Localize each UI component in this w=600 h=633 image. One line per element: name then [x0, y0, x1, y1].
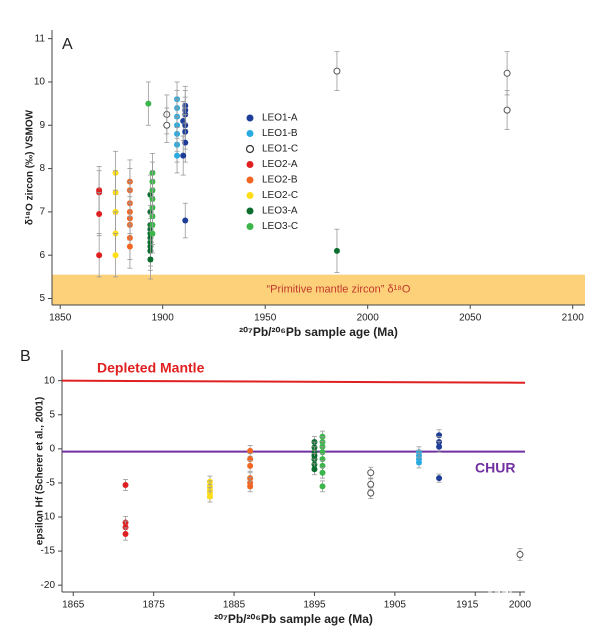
- data-point: [174, 152, 181, 159]
- data-point: [247, 447, 254, 454]
- legend-label: LEO1-A: [262, 113, 298, 124]
- data-point: [311, 466, 318, 473]
- data-point: [247, 483, 254, 490]
- reference-line-label: Depleted Mantle: [97, 359, 205, 375]
- y-tick-label: 5: [39, 293, 45, 304]
- legend-label: LEO2-B: [262, 175, 298, 186]
- legend-marker: [246, 207, 254, 215]
- data-point: [333, 247, 340, 254]
- legend-label: LEO2-C: [262, 190, 298, 201]
- band-label: “Primitive mantle zircon” δ¹⁸O: [266, 284, 410, 296]
- x-tick-label: 2050: [459, 313, 482, 324]
- data-point: [415, 459, 422, 466]
- legend-label: LEO1-C: [262, 144, 298, 155]
- panel-label: A: [62, 36, 73, 53]
- x-tick-label: 1850: [49, 313, 72, 324]
- data-point: [319, 469, 326, 476]
- y-axis-label: epsilon Hf (Scherer et al., 2001): [35, 397, 46, 545]
- reference-band: [52, 274, 585, 305]
- y-tick-label: -10: [41, 512, 56, 523]
- x-tick-label: 1900: [152, 313, 175, 324]
- data-point: [367, 480, 375, 488]
- y-tick-label: -20: [41, 580, 56, 591]
- data-point: [503, 69, 511, 77]
- data-point: [333, 67, 341, 75]
- data-point: [436, 475, 443, 482]
- legend-label: LEO3-C: [262, 221, 298, 232]
- legend-label: LEO3-A: [262, 206, 298, 217]
- y-tick-label: 0: [49, 443, 55, 454]
- y-tick-label: 5: [49, 409, 55, 420]
- reference-line-label: CHUR: [475, 459, 515, 475]
- data-point: [206, 493, 213, 500]
- data-point: [182, 139, 189, 146]
- y-tick-label: -5: [46, 478, 55, 489]
- y-tick-label: 6: [39, 250, 45, 261]
- data-point: [96, 252, 103, 259]
- legend-label: LEO2-A: [262, 159, 298, 170]
- data-point: [503, 106, 511, 114]
- x-axis-label: ²⁰⁷Pb/²⁰⁶Pb sample age (Ma): [239, 325, 398, 339]
- data-point: [145, 100, 152, 107]
- legend-marker: [246, 176, 254, 184]
- y-tick-label: 7: [39, 207, 45, 218]
- legend-marker: [245, 144, 255, 154]
- legend-marker: [246, 130, 254, 137]
- x-axis-label: ²⁰⁷Pb/²⁰⁶Pb sample age (Ma): [214, 612, 373, 626]
- data-point: [122, 524, 129, 531]
- data-point: [247, 462, 254, 469]
- data-point: [112, 252, 119, 259]
- legend-marker: [246, 161, 254, 168]
- y-tick-label: 9: [39, 120, 45, 131]
- data-point: [180, 152, 187, 159]
- data-point: [126, 243, 133, 250]
- reference-line: [61, 379, 526, 384]
- data-point: [367, 489, 375, 497]
- x-tick-label: 1895: [303, 600, 326, 611]
- data-point: [96, 211, 103, 218]
- data-point: [149, 230, 156, 237]
- data-point: [182, 217, 189, 224]
- panel-label: B: [20, 348, 31, 365]
- data-point: [516, 551, 524, 559]
- x-tick-label: 1875: [143, 600, 166, 611]
- x-tick-label: 1950: [254, 313, 277, 324]
- data-point: [436, 443, 443, 450]
- data-point: [367, 469, 375, 477]
- legend-marker: [246, 114, 254, 122]
- y-tick-label: 10: [34, 77, 46, 88]
- y-tick-label: 10: [44, 375, 56, 386]
- legend-marker: [246, 192, 254, 199]
- x-tick-label: 1885: [223, 600, 246, 611]
- data-point: [163, 121, 171, 129]
- y-tick-label: 8: [39, 163, 45, 174]
- data-point: [122, 481, 129, 488]
- x-tick-label: 1915: [456, 600, 479, 611]
- y-tick-label: 11: [35, 33, 46, 44]
- x-tick-label: 1905: [384, 600, 407, 611]
- x-tick-label: 2000: [509, 600, 532, 611]
- data-point: [122, 531, 129, 538]
- x-tick-label: 2000: [357, 313, 380, 324]
- x-tick-label: 2100: [562, 313, 585, 324]
- legend-marker: [246, 223, 254, 230]
- x-tick-label: 1865: [62, 600, 85, 611]
- legend-label: LEO1-B: [262, 128, 298, 139]
- y-axis-label: δ¹⁸O zircon (‰) VSMOW: [25, 109, 36, 225]
- y-tick-label: -15: [41, 546, 56, 557]
- data-point: [147, 256, 154, 263]
- data-point: [319, 483, 326, 490]
